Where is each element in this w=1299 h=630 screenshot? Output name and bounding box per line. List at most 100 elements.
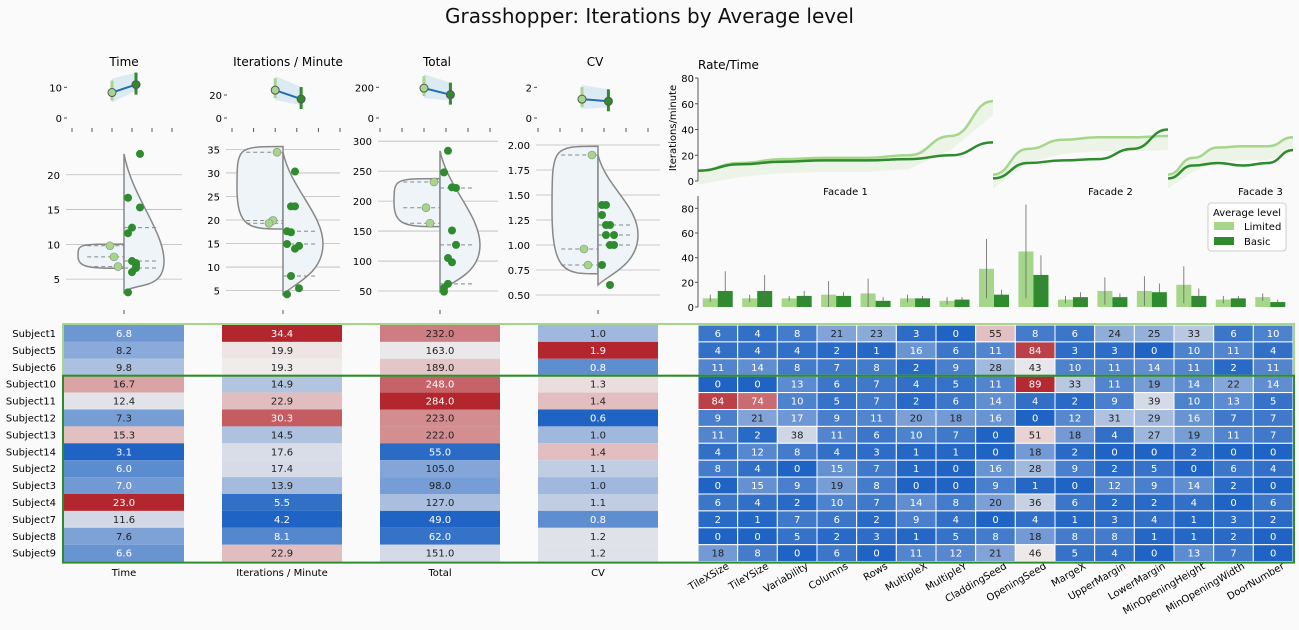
cell-value: 16 — [989, 464, 1002, 475]
cell-value: 8 — [953, 498, 959, 509]
y-tick-label: 80 — [681, 204, 694, 215]
cell-value: 4 — [953, 515, 959, 526]
cell-value: 1 — [1032, 481, 1038, 492]
cell-value: 0 — [1151, 447, 1157, 458]
basic-point — [132, 264, 140, 272]
row-label: Subject8 — [12, 532, 56, 543]
column-label: Variability — [762, 561, 811, 595]
heatmap-cell — [380, 477, 500, 494]
limited-bar — [1255, 297, 1271, 307]
cell-value: 0 — [992, 430, 998, 441]
heatmap-cell — [538, 494, 658, 511]
y-tick-label: 1.25 — [508, 216, 530, 227]
cell-value: 36 — [1029, 498, 1042, 509]
heatmap-cell — [222, 375, 342, 393]
cell-value: 2 — [1230, 363, 1236, 374]
heatmap-cell — [222, 460, 342, 478]
cell-value: 9 — [992, 481, 998, 492]
basic-point — [128, 223, 136, 232]
cell-value: 163.0 — [426, 346, 455, 357]
cell-value: 2 — [1072, 447, 1078, 458]
cell-value: 0 — [953, 329, 959, 340]
y-tick-label: 50 — [359, 287, 372, 298]
heatmap-cell — [380, 375, 500, 393]
basic-bar — [1230, 298, 1246, 307]
cell-value: 14.5 — [271, 430, 293, 441]
basic-point — [602, 231, 610, 239]
cell-value: 2 — [834, 532, 840, 543]
cell-value: 6 — [1270, 498, 1276, 509]
cell-value: 0 — [1111, 447, 1117, 458]
column-label: Total — [427, 568, 451, 579]
y-tick-label: 300 — [353, 137, 372, 148]
y-tick-label: 40 — [681, 126, 694, 137]
cell-value: 6 — [1230, 464, 1236, 475]
cell-value: 16 — [989, 414, 1002, 425]
cell-value: 0 — [1230, 447, 1236, 458]
basic-point — [606, 281, 614, 289]
cell-value: 6.8 — [116, 329, 132, 340]
heatmap-cell — [380, 460, 500, 478]
basic-bar — [954, 299, 970, 307]
panel-title: Total — [422, 55, 451, 69]
cell-value: 0.8 — [590, 515, 606, 526]
heatmap-cell — [64, 477, 184, 494]
figure-title: Grasshopper: Iterations by Average level — [445, 4, 854, 28]
cell-value: 223.0 — [426, 414, 455, 425]
cell-value: 0 — [913, 481, 919, 492]
cell-value: 51 — [1029, 430, 1042, 441]
violin-limited-half — [393, 177, 441, 228]
y-tick-label: 0 — [216, 114, 222, 125]
cell-value: 2 — [1230, 532, 1236, 543]
y-tick-label: 2.00 — [508, 141, 530, 152]
violin-limited-half — [77, 243, 125, 270]
cell-value: 11 — [1227, 346, 1240, 357]
cell-value: 1.9 — [590, 346, 606, 357]
cell-value: 14 — [910, 498, 923, 509]
cell-value: 1.3 — [590, 380, 606, 391]
cell-value: 8 — [1032, 329, 1038, 340]
cell-value: 14 — [1187, 481, 1200, 492]
y-tick-label: 35 — [207, 145, 220, 156]
y-tick-label: 20 — [209, 91, 222, 102]
cell-value: 14 — [1148, 363, 1161, 374]
limited-point — [421, 203, 431, 213]
cell-value: 25 — [1148, 329, 1161, 340]
cell-value: 9 — [794, 481, 800, 492]
cell-value: 0 — [754, 380, 760, 391]
cell-value: 7.6 — [116, 532, 132, 543]
cell-value: 18 — [1029, 447, 1042, 458]
y-tick-label: 250 — [353, 167, 372, 178]
ci-band — [698, 101, 993, 185]
cell-value: 232.0 — [426, 329, 455, 340]
cell-value: 6.6 — [116, 549, 132, 560]
cell-value: 3 — [1072, 346, 1078, 357]
column-label: Columns — [807, 561, 850, 592]
cell-value: 7 — [873, 498, 879, 509]
heatmap-cell — [64, 443, 184, 461]
heatmap-cell — [380, 527, 500, 545]
cell-value: 3 — [1111, 346, 1117, 357]
cell-value: 2 — [1191, 447, 1197, 458]
heatmap-cell — [222, 392, 342, 410]
cell-value: 2 — [1230, 481, 1236, 492]
cell-value: 2 — [1072, 397, 1078, 408]
column-label: CV — [591, 568, 605, 579]
heatmap-cell — [64, 426, 184, 444]
y-tick-label: 25 — [207, 192, 220, 203]
basic-point — [295, 284, 303, 293]
cell-value: 74 — [751, 397, 764, 408]
cell-value: 1.1 — [590, 498, 606, 509]
y-tick-label: 10 — [47, 240, 60, 251]
cell-value: 284.0 — [426, 397, 455, 408]
cell-value: 8.1 — [274, 532, 290, 543]
cell-value: 8 — [873, 363, 879, 374]
heatmap-cell — [538, 426, 658, 444]
cell-value: 1.2 — [590, 549, 606, 560]
basic-point — [287, 228, 295, 237]
cell-value: 1 — [953, 447, 959, 458]
heatmap-cell — [64, 544, 184, 562]
row-label: Subject1 — [12, 329, 56, 340]
cell-value: 39 — [1148, 397, 1161, 408]
cell-value: 0 — [715, 532, 721, 543]
